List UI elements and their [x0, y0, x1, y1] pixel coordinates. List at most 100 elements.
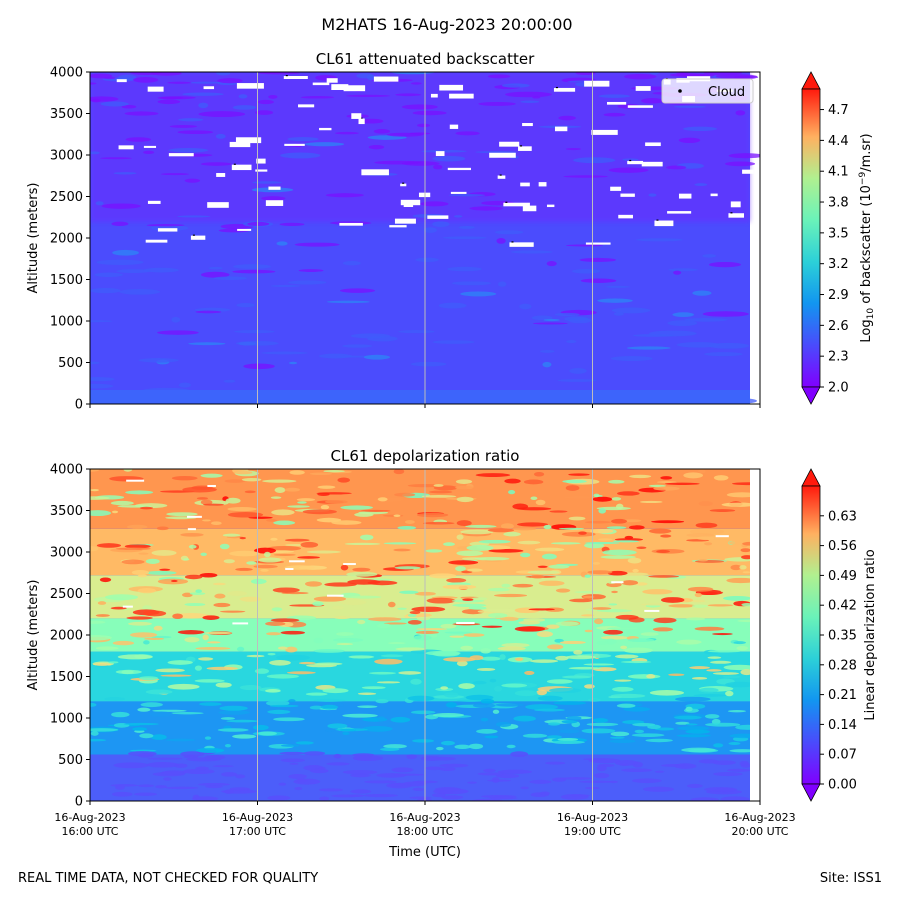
- depolarization-cell: [506, 744, 516, 749]
- depolarization-cell: [173, 613, 209, 619]
- backscatter-cell: [497, 281, 507, 287]
- backscatter-cell: [90, 383, 114, 389]
- depolarization-cell: [503, 531, 521, 537]
- backscatter-ytick-label: 500: [58, 356, 83, 371]
- cb1-label-mid: of backscatter (10: [859, 185, 874, 308]
- depolarization-cell: [456, 496, 474, 503]
- backscatter-cell: [708, 261, 742, 268]
- depolarization-cell: [698, 759, 719, 764]
- depolarization-cell: [480, 717, 489, 722]
- depolarization-cell: [512, 583, 534, 588]
- depolarization-cell: [412, 739, 435, 743]
- backscatter-cell: [455, 131, 480, 136]
- cloud-patch: [237, 228, 252, 231]
- backscatter-cell: [116, 269, 151, 274]
- depolarization-cell: [324, 729, 335, 732]
- depolarization-gap: [611, 581, 624, 584]
- backscatter-cell: [683, 126, 718, 132]
- backscatter-cell: [169, 125, 198, 128]
- depolarization-cell: [529, 779, 552, 784]
- depolarization-cell: [559, 729, 580, 734]
- depolarization-cell: [563, 496, 599, 499]
- cloud-patch: [236, 83, 264, 89]
- depolarization-cell: [709, 509, 736, 512]
- depolarization-cell: [616, 703, 636, 708]
- depolarization-cell: [125, 490, 154, 495]
- backscatter-cell: [94, 272, 124, 277]
- depolarization-cell: [272, 587, 300, 593]
- cloud-patch: [207, 202, 229, 208]
- depolarization-cell: [207, 641, 221, 644]
- backscatter-cell: [539, 350, 555, 353]
- depolarization-cell: [320, 505, 330, 510]
- depolarization-cell: [733, 641, 746, 645]
- depolarization-cell: [709, 660, 732, 664]
- backscatter-cell: [350, 333, 391, 339]
- backscatter-cell: [363, 354, 390, 360]
- depolarization-cell: [349, 794, 364, 798]
- depolarization-cell: [676, 734, 711, 738]
- depolarization-cell: [233, 470, 253, 475]
- depolarization-cell: [357, 705, 378, 708]
- backscatter-colorbar-label: Log10 of backscatter (10−9/m.sr): [858, 133, 876, 342]
- depolarization-cell: [583, 663, 615, 666]
- depolarization-cell: [96, 543, 122, 548]
- backscatter-cell: [702, 311, 749, 317]
- depolarization-cell: [449, 635, 465, 638]
- depolarization-cell: [274, 487, 286, 493]
- depolarization-ytick-label: 0: [75, 795, 83, 810]
- depolarization-cell: [416, 798, 433, 801]
- depolarization-cell: [598, 508, 606, 514]
- cloud-legend-marker: [678, 89, 682, 93]
- depolarization-cell: [546, 735, 562, 739]
- depolarization-cell: [439, 767, 456, 772]
- depolarization-cell: [460, 529, 494, 535]
- depolarization-cell: [227, 506, 257, 512]
- depolarization-cell: [432, 651, 460, 657]
- depolarization-cell: [517, 540, 541, 545]
- backscatter-cell: [177, 130, 214, 135]
- footer-site: Site: ISS1: [820, 871, 882, 886]
- depolarization-cell: [458, 683, 475, 689]
- depolarization-cell: [545, 761, 566, 765]
- depolarization-cell: [546, 624, 560, 629]
- backscatter-cell: [453, 215, 463, 218]
- depolarization-cell: [432, 712, 465, 718]
- backscatter-colorbar-body: [801, 88, 821, 388]
- cloud-patch: [147, 86, 164, 92]
- depolarization-cell: [534, 708, 565, 712]
- backscatter-cell: [613, 311, 624, 316]
- depolarization-cell: [594, 773, 610, 779]
- cloud-patch: [235, 137, 262, 144]
- backscatter-x-ticks: [89, 404, 761, 408]
- backscatter-colorbar-tick-label: 2.6: [828, 319, 849, 334]
- depolarization-cell: [611, 590, 618, 594]
- depolarization-cell: [383, 542, 417, 545]
- depolarization-cell: [336, 643, 353, 646]
- depolarization-cell: [112, 640, 134, 646]
- legend-box: [661, 78, 754, 104]
- backscatter-time-gridlines: [257, 72, 593, 404]
- depolarization-cell: [331, 520, 362, 525]
- depolarization-cell: [399, 590, 419, 594]
- depolarization-cell: [219, 705, 248, 711]
- backscatter-cell: [735, 110, 746, 116]
- depolarization-cell: [289, 762, 299, 765]
- depolarization-cell: [685, 706, 693, 712]
- cloud-patch: [553, 87, 576, 92]
- cloud-patch: [654, 220, 674, 227]
- backscatter-cell: [304, 142, 345, 147]
- depolarization-cell: [441, 795, 464, 800]
- depolarization-cell: [617, 491, 640, 496]
- depolarization-cell: [501, 683, 528, 688]
- depolarization-title: CL61 depolarization ratio: [331, 447, 520, 465]
- depolarization-cell: [188, 544, 197, 549]
- depolarization-cell: [713, 772, 743, 777]
- depolarization-cell: [344, 542, 381, 546]
- depolarization-cell: [165, 738, 196, 742]
- backscatter-cell: [532, 96, 541, 99]
- backscatter-cell: [598, 94, 631, 98]
- depolarization-cell: [258, 731, 277, 736]
- cloud-patch: [400, 199, 421, 206]
- backscatter-cell: [178, 118, 204, 122]
